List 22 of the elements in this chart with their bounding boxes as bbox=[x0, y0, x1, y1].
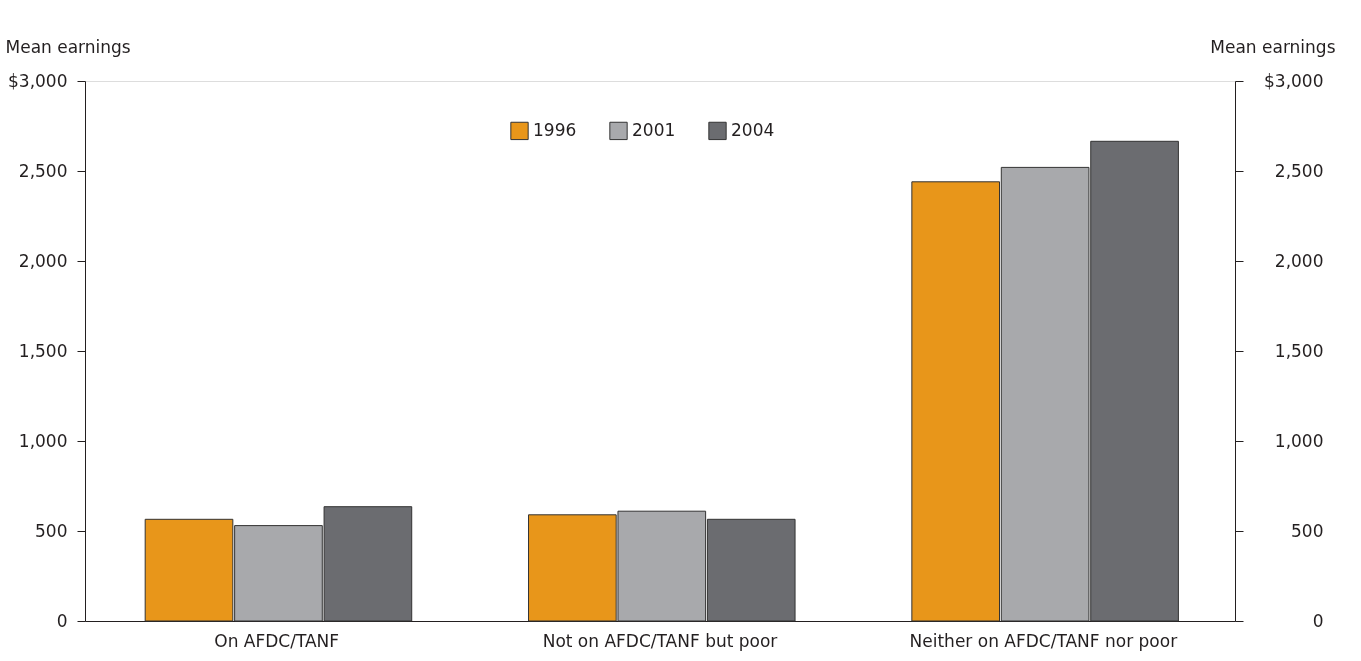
legend-label: 2001 bbox=[632, 119, 676, 140]
y2-tick-label: 2,500 bbox=[1274, 160, 1324, 181]
y-tick-label: 2,500 bbox=[18, 160, 68, 181]
legend-label: 1996 bbox=[533, 119, 577, 140]
y-tick-label: 1,000 bbox=[18, 430, 68, 451]
y2-tick-label: 1,000 bbox=[1274, 430, 1324, 451]
y-tick-label: 500 bbox=[35, 520, 68, 541]
x-tick-label: Not on AFDC/TANF but poor bbox=[542, 630, 778, 651]
x-tick-label: Neither on AFDC/TANF nor poor bbox=[909, 630, 1178, 651]
y2-tick-label: 2,000 bbox=[1274, 250, 1324, 271]
y-tick-label: $3,000 bbox=[8, 70, 68, 91]
legend-label: 2004 bbox=[731, 119, 775, 140]
y-tick-label: 1,500 bbox=[18, 340, 68, 361]
y2-axis-title: Mean earnings bbox=[1210, 36, 1336, 57]
y2-tick-label: 1,500 bbox=[1274, 340, 1324, 361]
y-axis-title: Mean earnings bbox=[5, 36, 131, 57]
y2-tick-label: 500 bbox=[1291, 520, 1324, 541]
y-tick-label: 2,000 bbox=[18, 250, 68, 271]
y-tick-label: 0 bbox=[56, 610, 68, 631]
y2-tick-label: 0 bbox=[1312, 610, 1324, 631]
x-tick-label: On AFDC/TANF bbox=[214, 630, 340, 651]
y2-tick-label: $3,000 bbox=[1264, 70, 1324, 91]
